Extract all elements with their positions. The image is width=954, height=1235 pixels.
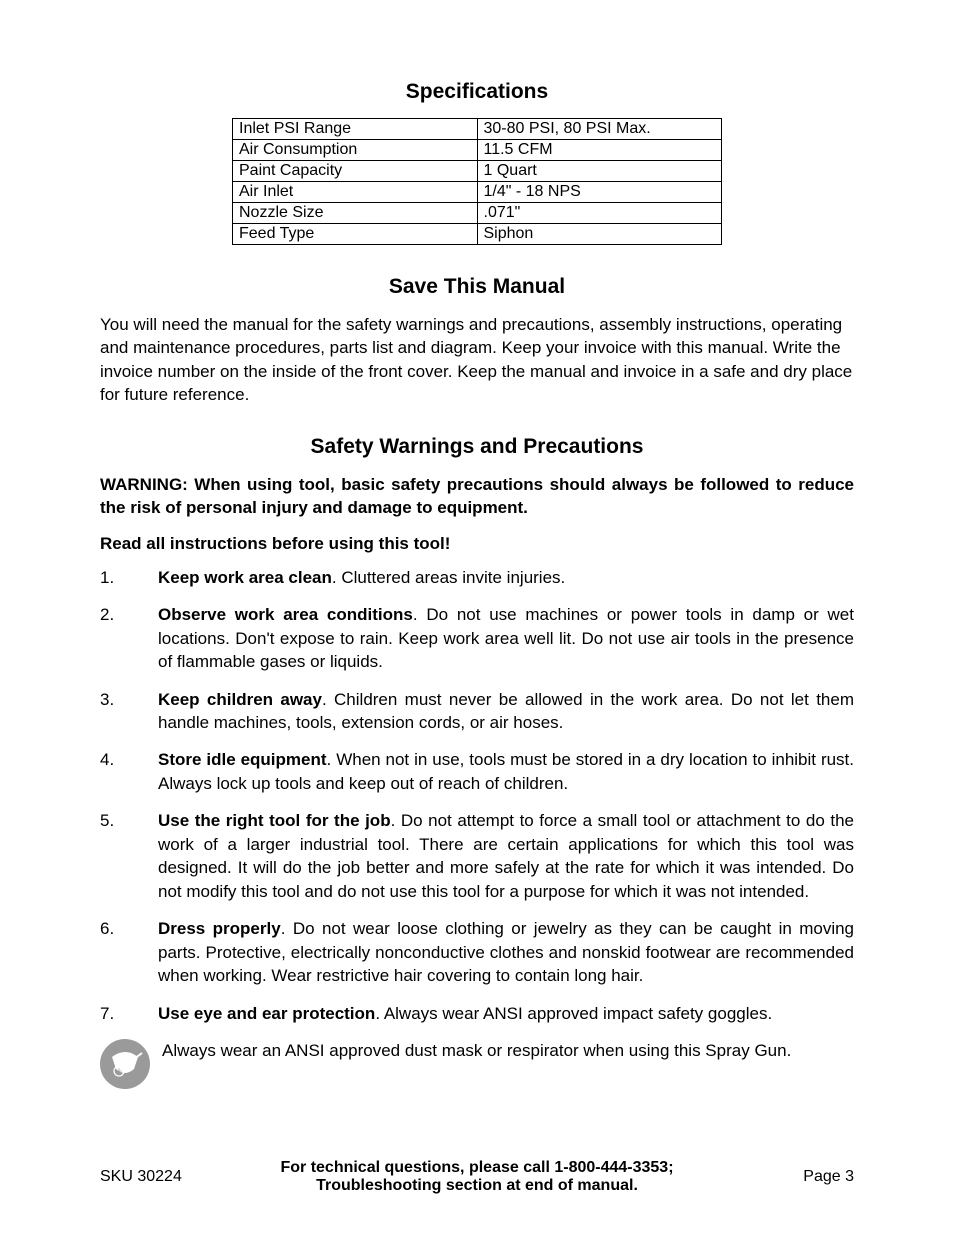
respirator-icon — [100, 1039, 150, 1094]
table-row: Feed TypeSiphon — [233, 224, 722, 245]
list-item-bold: Dress properly — [158, 919, 281, 938]
footer-center: For technical questions, please call 1-8… — [210, 1159, 744, 1195]
table-cell: 11.5 CFM — [477, 140, 722, 161]
list-item: Observe work area conditions. Do not use… — [100, 603, 854, 673]
table-cell: Nozzle Size — [233, 203, 478, 224]
warning-text: WARNING: When using tool, basic safety p… — [100, 473, 854, 520]
list-item-bold: Keep work area clean — [158, 568, 332, 587]
footer-page: Page 3 — [744, 1168, 854, 1186]
safety-heading: Safety Warnings and Precautions — [100, 435, 854, 459]
list-item: Store idle equipment. When not in use, t… — [100, 748, 854, 795]
specifications-heading: Specifications — [100, 80, 854, 104]
save-manual-heading: Save This Manual — [100, 275, 854, 299]
footer-line2: Troubleshooting section at end of manual… — [316, 1177, 638, 1194]
table-cell: Air Inlet — [233, 182, 478, 203]
list-item-bold: Keep children away — [158, 690, 322, 709]
table-cell: Inlet PSI Range — [233, 119, 478, 140]
table-cell: Air Consumption — [233, 140, 478, 161]
spec-table-body: Inlet PSI Range30-80 PSI, 80 PSI Max.Air… — [233, 119, 722, 245]
table-row: Paint Capacity1 Quart — [233, 161, 722, 182]
manual-page: Specifications Inlet PSI Range30-80 PSI,… — [0, 0, 954, 1235]
list-item: Keep work area clean. Cluttered areas in… — [100, 566, 854, 589]
table-row: Nozzle Size.071" — [233, 203, 722, 224]
list-item: Dress properly. Do not wear loose clothi… — [100, 917, 854, 987]
table-cell: .071" — [477, 203, 722, 224]
list-item-bold: Use the right tool for the job — [158, 811, 391, 830]
list-item: Use the right tool for the job. Do not a… — [100, 809, 854, 903]
table-cell: Paint Capacity — [233, 161, 478, 182]
list-item-rest: . Always wear ANSI approved impact safet… — [375, 1004, 772, 1023]
table-cell: 1 Quart — [477, 161, 722, 182]
mask-text: Always wear an ANSI approved dust mask o… — [162, 1039, 791, 1062]
table-row: Inlet PSI Range30-80 PSI, 80 PSI Max. — [233, 119, 722, 140]
list-item: Use eye and ear protection. Always wear … — [100, 1002, 854, 1025]
safety-list: Keep work area clean. Cluttered areas in… — [100, 566, 854, 1025]
footer-sku: SKU 30224 — [100, 1168, 210, 1186]
specifications-table: Inlet PSI Range30-80 PSI, 80 PSI Max.Air… — [232, 118, 722, 245]
list-item-bold: Store idle equipment — [158, 750, 327, 769]
page-footer: SKU 30224 For technical questions, pleas… — [100, 1159, 854, 1195]
table-cell: Feed Type — [233, 224, 478, 245]
table-row: Air Inlet1/4" - 18 NPS — [233, 182, 722, 203]
read-all-text: Read all instructions before using this … — [100, 534, 854, 554]
list-item: Keep children away. Children must never … — [100, 688, 854, 735]
list-item-bold: Use eye and ear protection — [158, 1004, 375, 1023]
table-cell: 1/4" - 18 NPS — [477, 182, 722, 203]
table-row: Air Consumption11.5 CFM — [233, 140, 722, 161]
footer-line1: For technical questions, please call 1-8… — [280, 1159, 673, 1176]
table-cell: 30-80 PSI, 80 PSI Max. — [477, 119, 722, 140]
save-manual-text: You will need the manual for the safety … — [100, 313, 854, 407]
table-cell: Siphon — [477, 224, 722, 245]
list-item-bold: Observe work area conditions — [158, 605, 413, 624]
mask-item: Always wear an ANSI approved dust mask o… — [100, 1039, 854, 1094]
list-item-rest: . Cluttered areas invite injuries. — [332, 568, 565, 587]
